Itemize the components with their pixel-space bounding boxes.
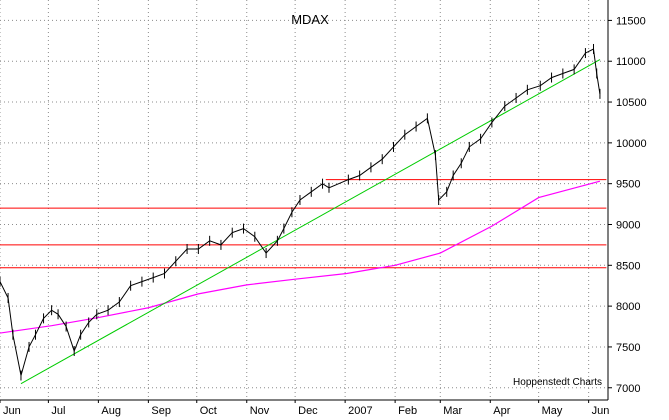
x-tick-label-9: Mar [443,405,462,417]
x-tick-label-4: Oct [200,405,217,417]
grid [0,0,608,400]
y-tick-label-9: 11500 [616,15,646,27]
x-tick-label-12: Jun [592,405,610,417]
x-tick-label-3: Sep [151,405,171,417]
y-tick-label-4: 9000 [616,219,640,231]
x-tick-label-7: 2007 [348,405,372,417]
chart-title: MDAX [291,12,329,27]
x-tick-label-0: Jun [3,405,21,417]
moving-average-line [0,180,601,334]
y-tick-label-1: 7500 [616,342,640,354]
x-tick-labels: Jun Jul Aug Sep Oct Nov Dec 2007 Feb Mar Apr May Jun [0,400,609,417]
x-tick-label-2: Aug [101,405,121,417]
moving-average-layer [0,180,601,334]
y-tick-label-2: 8000 [616,301,640,313]
y-tick-label-5: 9500 [616,179,640,191]
x-tick-label-11: May [542,405,563,417]
x-tick-label-5: Nov [250,405,270,417]
y-tick-label-6: 10000 [616,138,647,150]
x-tick-label-6: Dec [298,405,318,417]
price-layer [0,43,601,381]
plot-frame [0,0,609,401]
chart-credit: Hoppenstedt Charts [513,377,602,388]
x-tick-label-1: Jul [51,405,65,417]
horizontal-lines [0,179,607,269]
y-tick-labels: 7000 7500 8000 8500 9000 9500 10000 10500 11000 1… [608,15,647,395]
y-tick-label-7: 10500 [616,97,647,109]
y-tick-label-8: 11000 [616,56,646,68]
x-tick-label-8: Feb [398,405,417,417]
x-tick-label-10: Apr [493,405,510,417]
price-line [0,48,601,376]
trend-line-layer [20,59,601,385]
y-tick-label-3: 8500 [616,260,640,272]
trend-line [20,59,601,385]
y-tick-label-0: 7000 [616,383,640,395]
